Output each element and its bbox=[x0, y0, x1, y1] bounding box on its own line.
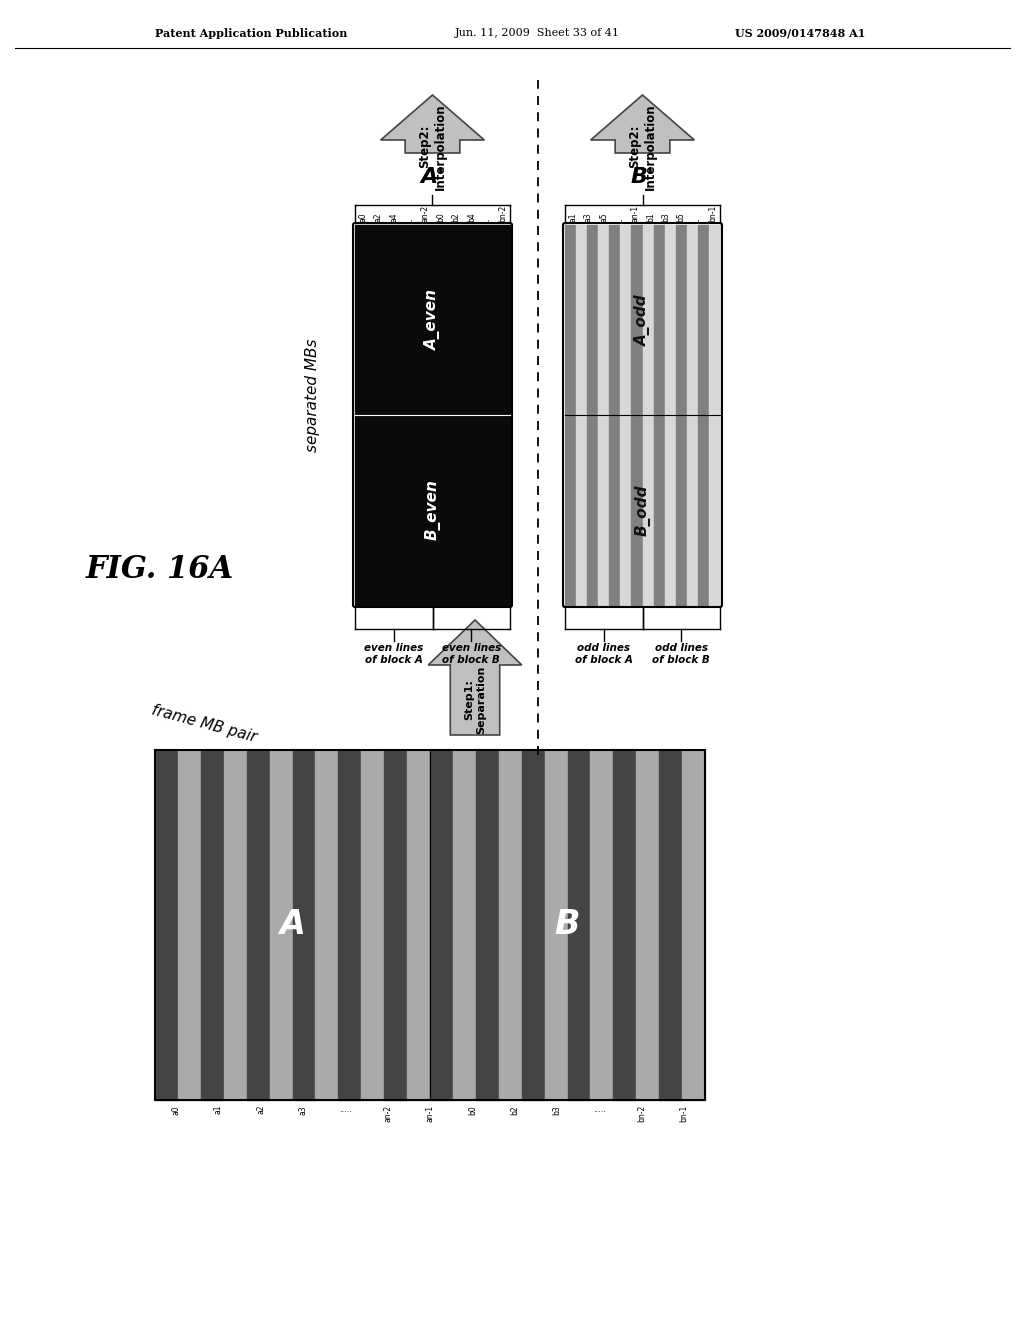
Text: FIG. 16A: FIG. 16A bbox=[86, 554, 234, 586]
Text: A_odd: A_odd bbox=[635, 294, 650, 346]
Bar bbox=[609, 224, 621, 605]
Bar bbox=[247, 750, 269, 1100]
Text: b1: b1 bbox=[646, 213, 654, 222]
Text: b0: b0 bbox=[468, 1105, 477, 1115]
Text: an-2: an-2 bbox=[383, 1105, 392, 1122]
Text: a3: a3 bbox=[584, 213, 593, 222]
Bar bbox=[521, 750, 545, 1100]
Text: separated MBs: separated MBs bbox=[305, 338, 319, 451]
Bar bbox=[476, 750, 499, 1100]
Polygon shape bbox=[428, 620, 522, 735]
Text: ..: .. bbox=[404, 218, 414, 222]
Text: B: B bbox=[555, 908, 581, 941]
Text: Jun. 11, 2009  Sheet 33 of 41: Jun. 11, 2009 Sheet 33 of 41 bbox=[455, 28, 620, 38]
Bar bbox=[642, 224, 653, 605]
Bar bbox=[269, 750, 293, 1100]
Text: frame MB pair: frame MB pair bbox=[150, 702, 258, 744]
Text: A_even: A_even bbox=[425, 289, 440, 351]
Polygon shape bbox=[591, 95, 694, 153]
Text: bn-2: bn-2 bbox=[498, 205, 507, 222]
Text: a1: a1 bbox=[568, 213, 578, 222]
Text: a3: a3 bbox=[299, 1105, 307, 1114]
Text: A': A' bbox=[421, 168, 444, 187]
Text: A: A bbox=[280, 908, 305, 941]
Text: even lines
of block A: even lines of block A bbox=[365, 643, 423, 664]
Text: a2: a2 bbox=[374, 213, 383, 222]
Text: a1: a1 bbox=[214, 1105, 223, 1114]
Text: bn-2: bn-2 bbox=[637, 1105, 646, 1122]
Bar bbox=[613, 750, 636, 1100]
Text: a4: a4 bbox=[389, 213, 398, 222]
Text: .....: ..... bbox=[593, 1105, 606, 1114]
Bar bbox=[665, 224, 676, 605]
Bar bbox=[315, 750, 338, 1100]
Bar bbox=[499, 750, 521, 1100]
Text: an-2: an-2 bbox=[420, 205, 429, 222]
Text: ..: .. bbox=[692, 218, 701, 222]
Bar bbox=[565, 224, 577, 605]
Bar bbox=[698, 224, 709, 605]
Bar bbox=[687, 224, 698, 605]
Text: Step2:
Interpolation: Step2: Interpolation bbox=[419, 103, 446, 190]
Text: odd lines
of block A: odd lines of block A bbox=[574, 643, 633, 664]
Bar bbox=[293, 750, 315, 1100]
Text: B_odd: B_odd bbox=[635, 484, 650, 536]
Text: b2: b2 bbox=[510, 1105, 519, 1114]
Text: bn-1: bn-1 bbox=[679, 1105, 688, 1122]
Bar bbox=[355, 224, 510, 605]
Text: b3: b3 bbox=[662, 213, 671, 222]
Bar bbox=[201, 750, 224, 1100]
Bar bbox=[545, 750, 567, 1100]
Text: b0: b0 bbox=[436, 213, 444, 222]
Bar bbox=[591, 750, 613, 1100]
Text: US 2009/0147848 A1: US 2009/0147848 A1 bbox=[735, 28, 865, 40]
Bar bbox=[577, 224, 587, 605]
Text: a0: a0 bbox=[172, 1105, 180, 1114]
Text: b2: b2 bbox=[452, 213, 460, 222]
Bar bbox=[430, 750, 453, 1100]
Bar bbox=[598, 224, 609, 605]
Bar bbox=[659, 750, 682, 1100]
Text: a2: a2 bbox=[256, 1105, 265, 1114]
Text: Patent Application Publication: Patent Application Publication bbox=[155, 28, 347, 40]
Bar bbox=[338, 750, 361, 1100]
Text: even lines
of block B: even lines of block B bbox=[441, 643, 501, 664]
Text: Step2:
Interpolation: Step2: Interpolation bbox=[629, 103, 656, 190]
Text: a5: a5 bbox=[599, 213, 608, 222]
Text: bn-1: bn-1 bbox=[708, 205, 717, 222]
Text: odd lines
of block B: odd lines of block B bbox=[652, 643, 710, 664]
Text: ..: .. bbox=[482, 218, 492, 222]
Bar bbox=[653, 224, 665, 605]
Bar bbox=[682, 750, 705, 1100]
Text: b3: b3 bbox=[552, 1105, 561, 1115]
Bar bbox=[676, 224, 687, 605]
Text: a0: a0 bbox=[358, 213, 368, 222]
Bar bbox=[709, 224, 720, 605]
Bar bbox=[384, 750, 408, 1100]
Bar bbox=[224, 750, 247, 1100]
Text: b4: b4 bbox=[467, 213, 476, 222]
Text: b5: b5 bbox=[677, 213, 686, 222]
Bar bbox=[361, 750, 384, 1100]
Text: B_even: B_even bbox=[425, 479, 440, 540]
Bar bbox=[567, 750, 591, 1100]
Text: .....: ..... bbox=[339, 1105, 352, 1114]
Bar bbox=[636, 750, 659, 1100]
Text: an-1: an-1 bbox=[426, 1105, 434, 1122]
Bar bbox=[178, 750, 201, 1100]
Bar bbox=[155, 750, 705, 1100]
Bar bbox=[453, 750, 476, 1100]
Text: ..: .. bbox=[614, 218, 624, 222]
Bar bbox=[621, 224, 632, 605]
Text: Step1:
Separation: Step1: Separation bbox=[464, 665, 485, 734]
Bar bbox=[632, 224, 642, 605]
Text: B': B' bbox=[631, 168, 654, 187]
Bar bbox=[155, 750, 178, 1100]
Bar bbox=[408, 750, 430, 1100]
Polygon shape bbox=[381, 95, 484, 153]
Text: an-1: an-1 bbox=[630, 205, 639, 222]
Bar bbox=[587, 224, 598, 605]
